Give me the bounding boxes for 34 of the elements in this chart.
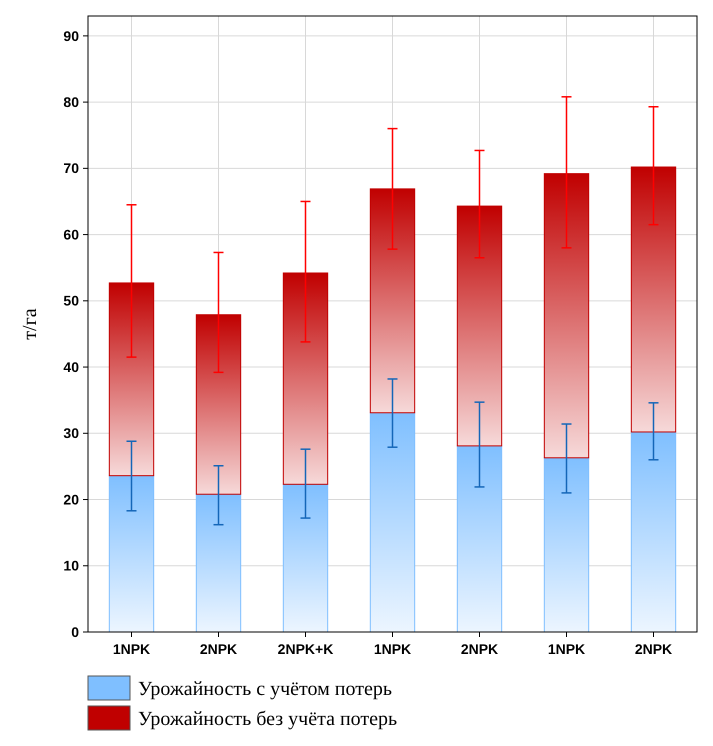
bar — [370, 188, 416, 414]
y-axis-title: т/га — [19, 308, 41, 340]
legend-label: Урожайность без учёта потерь — [138, 708, 398, 730]
bar — [282, 484, 328, 632]
y-tick-label: 90 — [63, 28, 80, 44]
x-tick-label: 2NPK — [200, 641, 238, 657]
bar — [196, 494, 242, 632]
bar — [630, 431, 676, 632]
y-tick-label: 50 — [63, 292, 80, 309]
bar — [282, 272, 328, 485]
y-tick-label: 30 — [63, 425, 80, 442]
bar — [544, 457, 590, 632]
bar — [196, 314, 242, 495]
x-tick-label: 1NPK — [112, 641, 150, 657]
bar — [370, 412, 416, 632]
y-tick-label: 10 — [63, 558, 80, 574]
x-tick-label: 2NPK — [634, 641, 672, 657]
y-tick-label: 40 — [63, 358, 80, 375]
bar — [456, 206, 502, 446]
x-tick-label: 2NPK — [460, 641, 498, 657]
y-tick-label: 70 — [63, 160, 80, 176]
bar — [630, 166, 676, 432]
bar — [108, 282, 154, 476]
y-tick-label: 80 — [63, 94, 80, 110]
y-tick-label: 60 — [63, 226, 80, 242]
x-tick-label: 1NPK — [374, 641, 412, 657]
legend-label: Урожайность с учётом потерь — [138, 678, 392, 700]
x-tick-label: 2NPK+K — [278, 641, 334, 657]
y-tick-label: 0 — [71, 624, 80, 640]
bar — [108, 475, 154, 632]
bar — [544, 173, 590, 458]
y-tick-label: 20 — [63, 491, 80, 508]
bar — [456, 445, 502, 632]
x-tick-label: 1NPK — [548, 641, 586, 657]
